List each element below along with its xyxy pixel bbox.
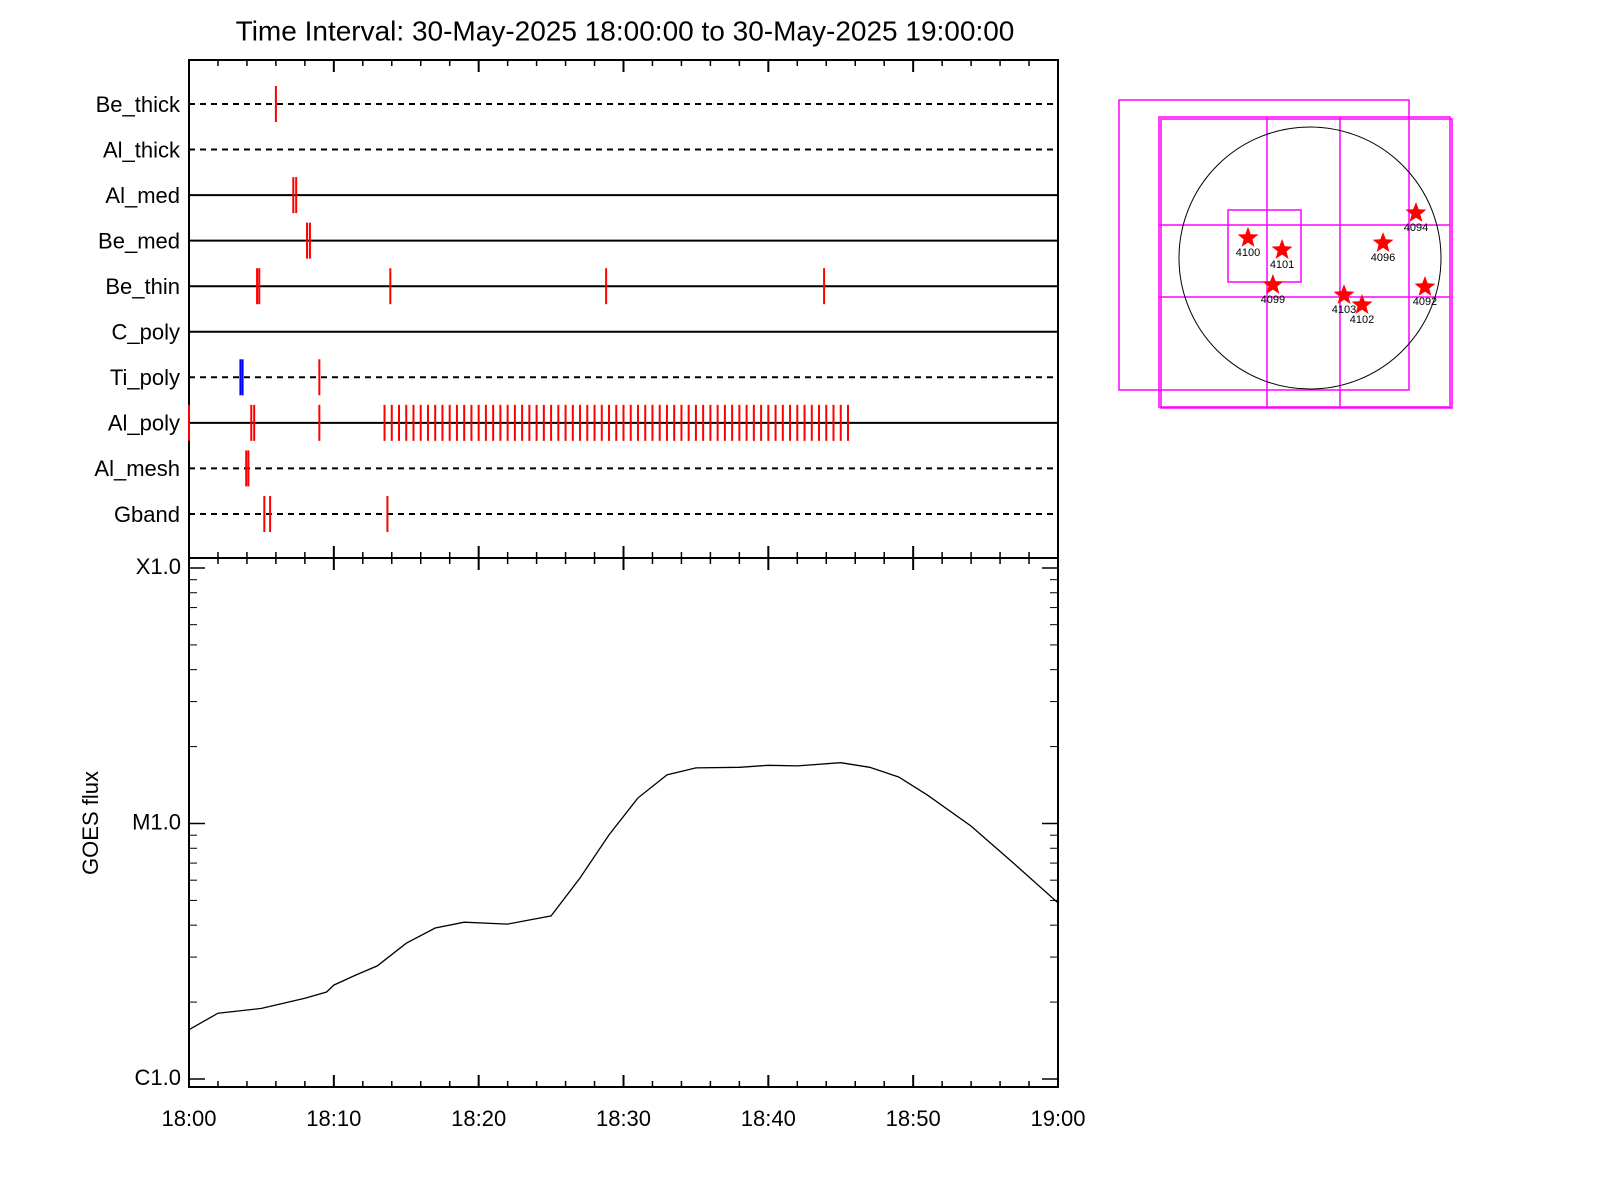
row-label: Ti_poly bbox=[110, 365, 180, 390]
row-label: Gband bbox=[114, 502, 180, 527]
region-label: 4102 bbox=[1350, 314, 1374, 326]
y-axis-label: GOES flux bbox=[78, 771, 103, 875]
x-tick-label: 18:10 bbox=[306, 1106, 361, 1131]
region-star bbox=[1262, 274, 1284, 294]
region-star bbox=[1333, 284, 1355, 304]
row-label: Al_med bbox=[105, 183, 180, 208]
region-label: 4096 bbox=[1371, 252, 1395, 264]
fov-boxes bbox=[1118, 99, 1453, 409]
region-label: 4094 bbox=[1404, 222, 1428, 234]
fov-box bbox=[1118, 99, 1410, 391]
region-star bbox=[1414, 276, 1436, 296]
region-star bbox=[1351, 294, 1373, 314]
fov-box bbox=[1158, 116, 1451, 408]
fov-box bbox=[1160, 118, 1453, 409]
x-tick-label: 18:50 bbox=[886, 1106, 941, 1131]
x-tick-label: 18:20 bbox=[451, 1106, 506, 1131]
row-label: Be_thin bbox=[105, 274, 180, 299]
chart-title: Time Interval: 30-May-2025 18:00:00 to 3… bbox=[236, 15, 1015, 46]
region-label: 4092 bbox=[1413, 296, 1437, 308]
region-star bbox=[1372, 232, 1394, 252]
region-star bbox=[1271, 239, 1293, 259]
plot-frame bbox=[188, 59, 1059, 559]
plot-frame bbox=[188, 557, 1059, 1088]
y-tick-label: C1.0 bbox=[135, 1065, 181, 1090]
region-label: 4101 bbox=[1270, 259, 1294, 271]
row-label: Al_mesh bbox=[94, 456, 180, 481]
region-label: 4099 bbox=[1261, 294, 1285, 306]
x-tick-label: 18:30 bbox=[596, 1106, 651, 1131]
row-label: Be_thick bbox=[96, 92, 181, 117]
y-tick-label: M1.0 bbox=[132, 809, 181, 834]
region-label: 4100 bbox=[1236, 247, 1260, 259]
row-label: Be_med bbox=[98, 228, 180, 253]
row-label: Al_thick bbox=[103, 137, 181, 162]
x-tick-label: 19:00 bbox=[1030, 1106, 1085, 1131]
flux-line bbox=[188, 762, 1059, 1031]
row-label: C_poly bbox=[112, 320, 180, 345]
region-star bbox=[1237, 226, 1259, 247]
y-tick-label: X1.0 bbox=[136, 554, 181, 579]
region-label: 4103 bbox=[1332, 304, 1356, 316]
solar-disk bbox=[1178, 126, 1442, 390]
x-tick-label: 18:40 bbox=[741, 1106, 796, 1131]
row-label: Al_poly bbox=[108, 411, 180, 436]
x-tick-label: 18:00 bbox=[161, 1106, 216, 1131]
region-star bbox=[1405, 202, 1427, 222]
